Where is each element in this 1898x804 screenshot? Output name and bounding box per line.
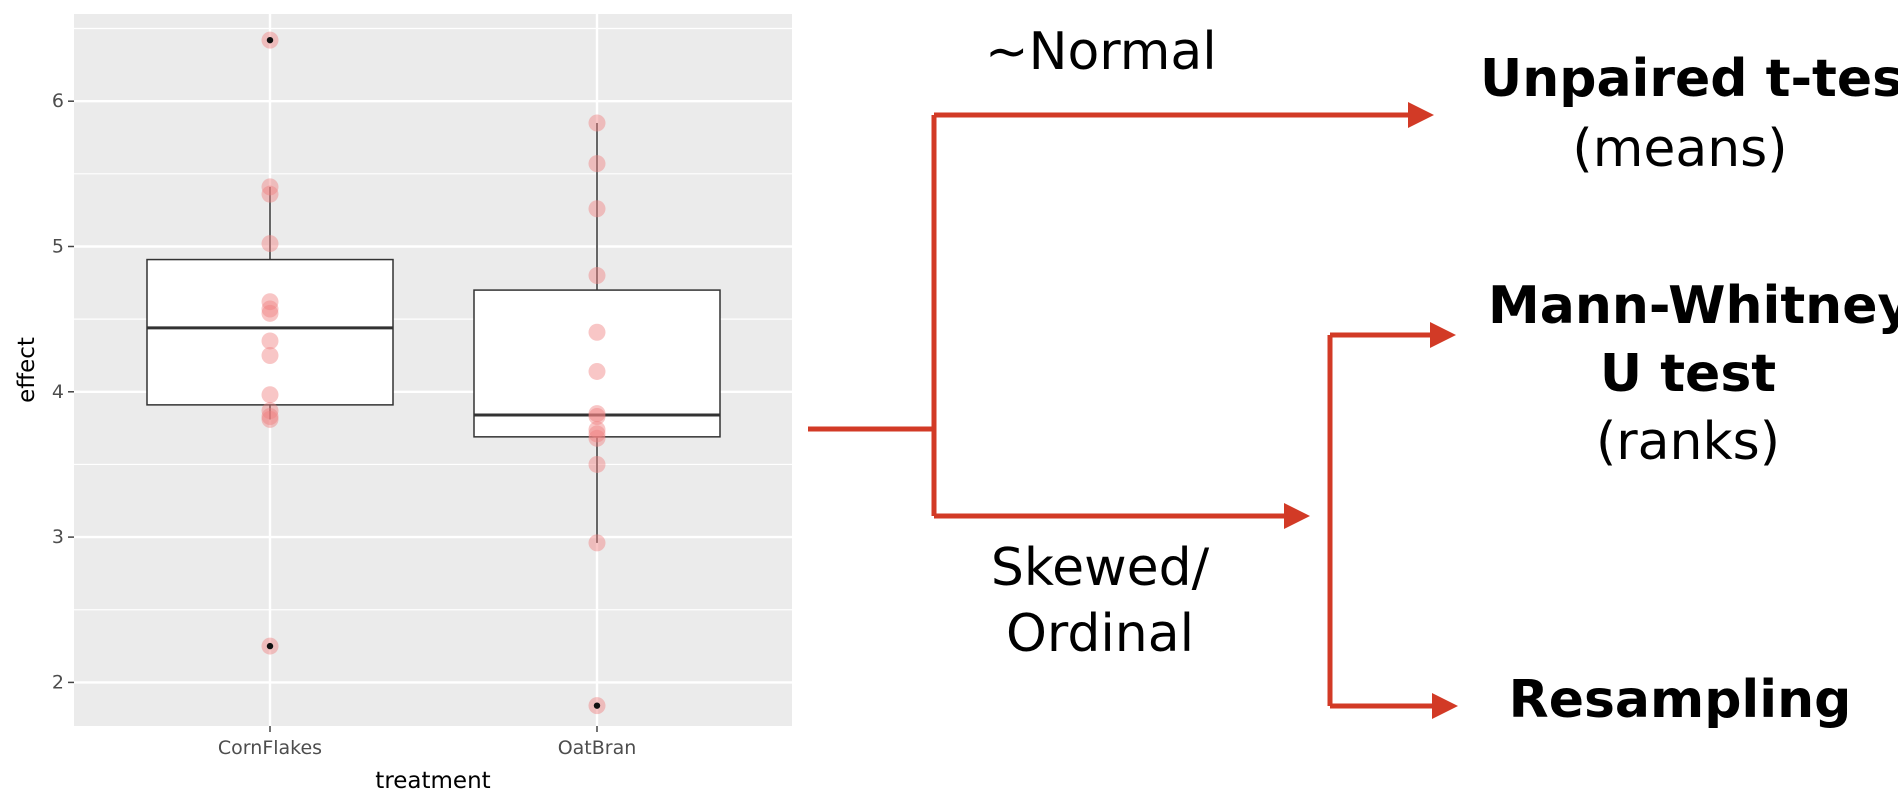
data-point [261,235,279,253]
data-point [588,407,606,425]
y-tick-label: 6 [52,90,64,112]
data-point [261,410,279,428]
box [473,289,721,438]
data-point [588,323,606,341]
mann-whitney-node: Mann-Whitney U test (ranks) [1488,272,1898,476]
normal-branch-label: ~Normal [985,22,1217,82]
y-tick-label: 5 [52,235,64,257]
data-point [588,425,606,443]
boxplot: 2 3 4 5 6 CornFlakes OatBran treatment effect [14,14,792,794]
outlier-point [266,642,274,650]
data-point [588,421,606,439]
data-point [261,407,279,425]
data-point [588,362,606,380]
data-point [261,402,279,420]
data-point [261,185,279,203]
mann-whitney-title-line1: Mann-Whitney [1488,276,1898,336]
mann-whitney-arrowhead [1430,322,1456,348]
data-point [261,300,279,318]
data-point [588,455,606,473]
skewed-branch-arrowhead [1284,503,1310,529]
data-point [588,200,606,218]
x-axis-title: treatment [375,768,490,794]
resampling-arrowhead [1432,693,1458,719]
normal-branch-arrowhead [1408,102,1434,128]
data-point [588,429,606,447]
resampling-node: Resampling [1508,670,1852,730]
y-tick-label: 4 [52,381,64,403]
ttest-subtitle: (means) [1572,119,1788,179]
x-tick-label: OatBran [558,737,637,759]
y-axis-title: effect [14,337,40,403]
skewed-branch-label-line2: Ordinal [1005,604,1195,664]
data-point [261,293,279,311]
mann-whitney-subtitle: (ranks) [1596,412,1780,472]
data-point [588,114,606,132]
data-point [588,534,606,552]
x-tick-label: CornFlakes [218,737,322,759]
mann-whitney-title-line2: U test [1599,344,1777,404]
skewed-branch-label: Skewed/ Ordinal [990,535,1210,667]
data-point [261,178,279,196]
data-point [261,386,279,404]
y-tick-label: 3 [52,526,64,548]
skewed-branch-label-line1: Skewed/ [990,538,1210,598]
data-point [261,332,279,350]
outlier-point [593,702,601,709]
ttest-title: Unpaired t-test [1480,49,1898,109]
y-tick-label: 2 [52,671,64,693]
data-point [588,405,606,423]
data-point [588,267,606,285]
data-point [588,155,606,173]
ttest-node: Unpaired t-test (means) [1480,44,1898,184]
outlier-point [266,36,274,44]
data-point [261,346,279,364]
box [146,258,394,406]
decision-arrows [808,102,1458,719]
data-point [261,304,279,322]
